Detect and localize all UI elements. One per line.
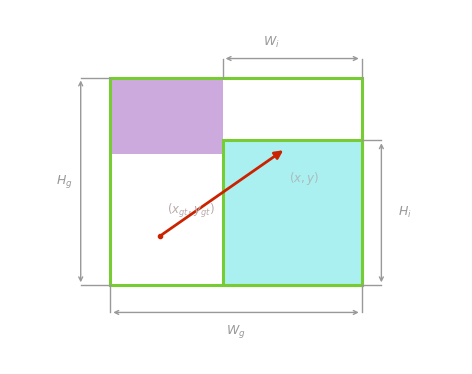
- Text: $(x_{gt}, y_{gt})$: $(x_{gt}, y_{gt})$: [167, 202, 214, 220]
- Text: $W_i$: $W_i$: [263, 35, 280, 50]
- Bar: [110, 78, 223, 154]
- Bar: [223, 140, 362, 285]
- Text: $(x, y)$: $(x, y)$: [289, 171, 319, 187]
- Text: $W_g$: $W_g$: [226, 324, 246, 340]
- Bar: [223, 140, 362, 285]
- Bar: [110, 78, 362, 285]
- Text: $H_g$: $H_g$: [56, 173, 73, 190]
- Text: $H_i$: $H_i$: [398, 205, 412, 220]
